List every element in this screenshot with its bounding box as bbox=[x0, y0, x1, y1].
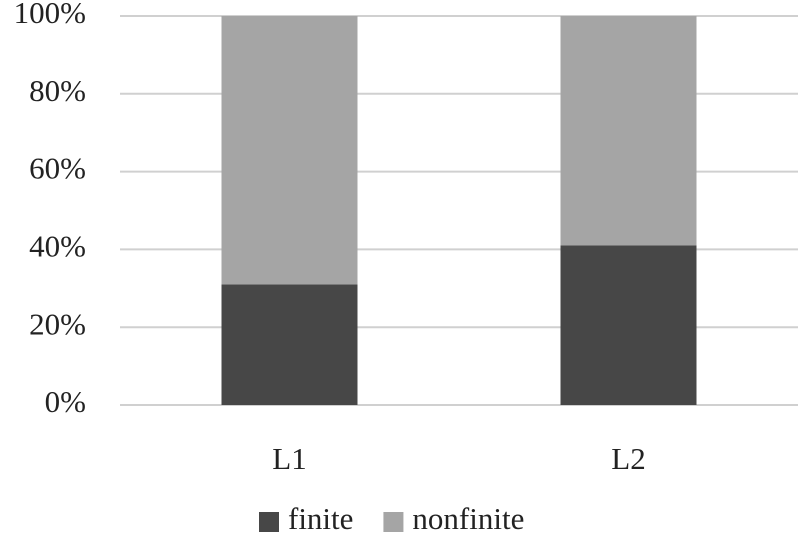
y-tick-label: 80% bbox=[29, 73, 86, 108]
x-tick-label: L2 bbox=[611, 441, 645, 476]
y-tick-label: 100% bbox=[14, 0, 86, 30]
bar-segment bbox=[221, 16, 358, 285]
y-tick-label: 60% bbox=[29, 151, 86, 186]
x-tick-label: L1 bbox=[272, 441, 306, 476]
legend-swatch bbox=[383, 512, 404, 532]
y-tick-label: 0% bbox=[45, 384, 86, 419]
bar-segment bbox=[560, 245, 697, 405]
y-tick-label: 20% bbox=[29, 306, 86, 341]
bar-segment bbox=[560, 16, 697, 246]
legend-label: nonfinite bbox=[412, 501, 524, 536]
legend-swatch bbox=[259, 512, 279, 532]
y-tick-label: 40% bbox=[29, 229, 86, 264]
bar-segment bbox=[221, 284, 358, 405]
legend-label: finite bbox=[288, 501, 353, 536]
